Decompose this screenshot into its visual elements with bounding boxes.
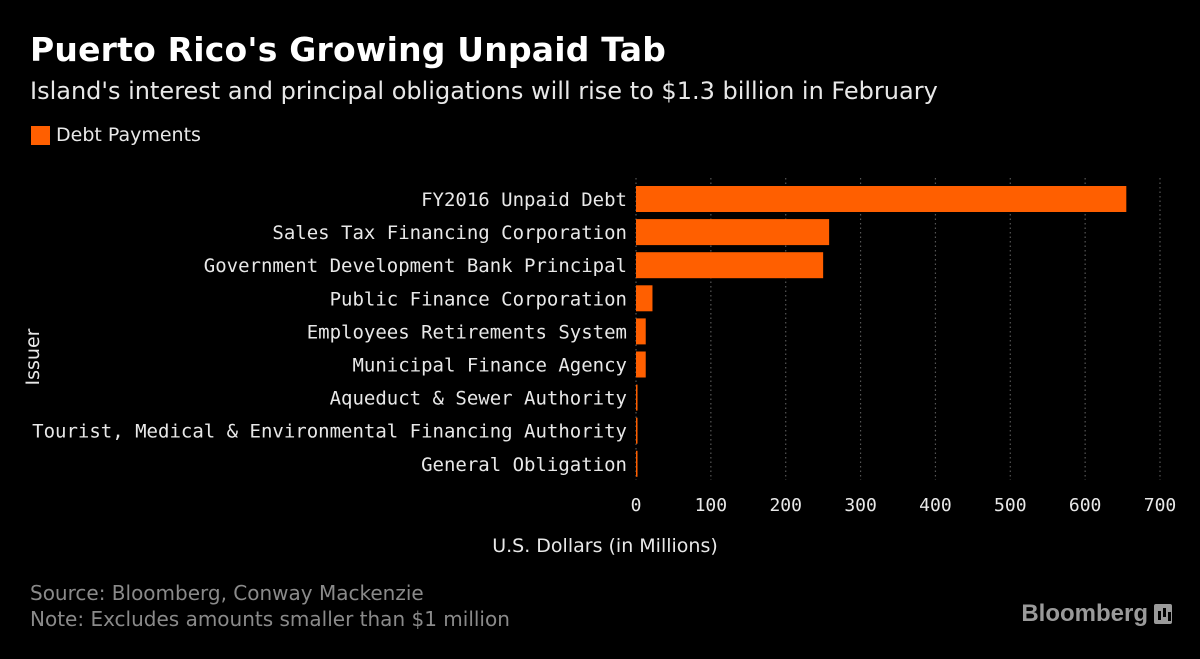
x-tick-label: 500 [994, 495, 1027, 516]
x-tick-label: 300 [844, 495, 877, 516]
chart-subtitle: Island's interest and principal obligati… [30, 77, 938, 105]
category-label: Aqueduct & Sewer Authority [330, 388, 627, 410]
bar [636, 417, 638, 444]
category-label: FY2016 Unpaid Debt [421, 189, 627, 211]
x-tick-label: 100 [695, 495, 728, 516]
bar [636, 186, 1127, 212]
x-axis-title: U.S. Dollars (in Millions) [492, 535, 718, 557]
category-label: General Obligation [421, 454, 627, 476]
brand-name: Bloomberg [1021, 600, 1148, 627]
bar [636, 450, 638, 477]
bar [636, 285, 653, 312]
category-label: Employees Retirements System [307, 321, 627, 343]
brand: Bloomberg [1021, 600, 1172, 628]
x-tick-label: 700 [1144, 495, 1177, 516]
source-note: Source: Bloomberg, Conway Mackenzie [30, 581, 424, 605]
legend-swatch [31, 125, 50, 145]
x-tick-label: 400 [919, 495, 952, 516]
x-tick-label: 200 [769, 495, 802, 516]
category-label: Government Development Bank Principal [204, 255, 627, 277]
legend-label: Debt Payments [56, 124, 201, 146]
category-label: Tourist, Medical & Environmental Financi… [32, 421, 627, 443]
bloomberg-logo-icon [1154, 604, 1172, 624]
bar [636, 219, 830, 246]
bar [636, 351, 646, 378]
category-label: Sales Tax Financing Corporation [272, 222, 627, 244]
bar [636, 384, 638, 411]
chart-title: Puerto Rico's Growing Unpaid Tab [30, 30, 667, 69]
bar [636, 252, 824, 279]
x-tick-label: 0 [631, 495, 642, 516]
x-tick-label: 600 [1069, 495, 1102, 516]
legend: Debt Payments [31, 124, 201, 146]
footer: Source: Bloomberg, Conway Mackenzie Note… [30, 580, 510, 632]
category-label: Municipal Finance Agency [352, 355, 627, 377]
bar [636, 318, 646, 345]
category-label: Public Finance Corporation [330, 288, 627, 310]
exclusion-note: Note: Excludes amounts smaller than $1 m… [30, 607, 510, 631]
y-axis-title: Issuer [22, 328, 44, 385]
